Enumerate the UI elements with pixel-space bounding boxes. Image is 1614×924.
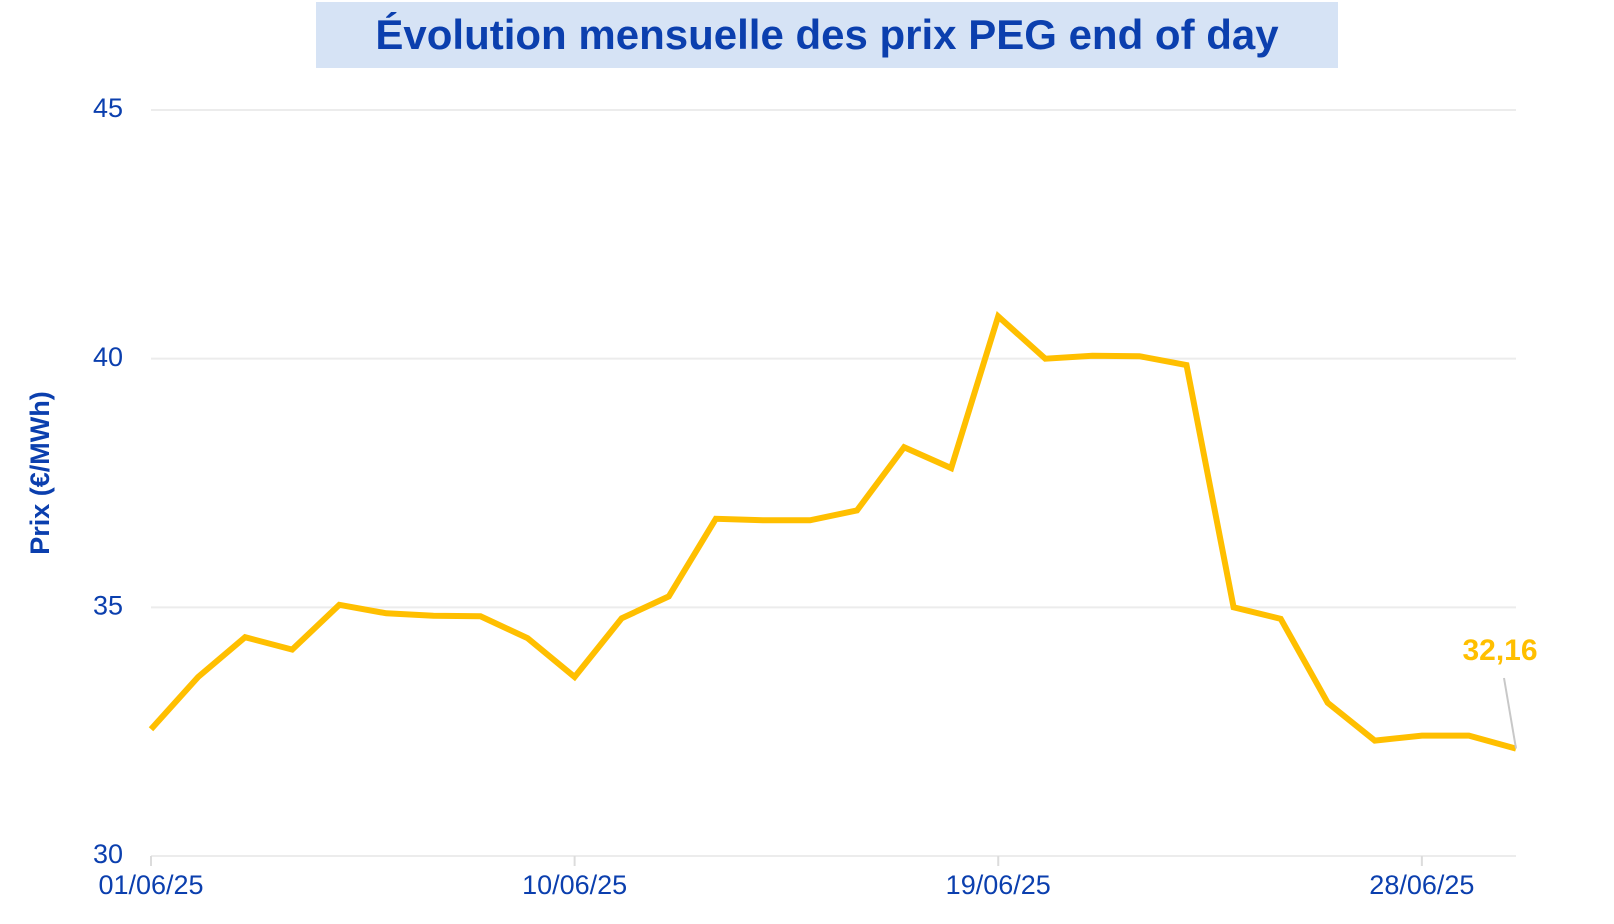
chart-title-box: Évolution mensuelle des prix PEG end of … bbox=[316, 2, 1338, 68]
y-axis-label: Prix (€/MWh) bbox=[25, 391, 55, 555]
last-value-label: 32,16 bbox=[1462, 634, 1537, 667]
last-value-leader bbox=[1503, 677, 1517, 749]
x-tick-label: 10/06/25 bbox=[522, 870, 627, 900]
x-tick-label: 01/06/25 bbox=[98, 870, 203, 900]
x-tick-label: 19/06/25 bbox=[946, 870, 1051, 900]
grid-lines bbox=[151, 109, 1516, 857]
series-group bbox=[148, 311, 1517, 752]
y-tick-label: 35 bbox=[93, 590, 123, 620]
y-axis-ticks: 30 35 40 45 bbox=[93, 93, 123, 869]
y-tick-label: 40 bbox=[93, 342, 123, 372]
chart-title: Évolution mensuelle des prix PEG end of … bbox=[375, 11, 1279, 58]
x-tick-label: 28/06/25 bbox=[1369, 870, 1474, 900]
x-axis: 01/06/25 10/06/25 19/06/25 28/06/25 bbox=[98, 855, 1516, 900]
price-series-line bbox=[148, 311, 1517, 752]
y-tick-label: 30 bbox=[93, 839, 123, 869]
y-tick-label: 45 bbox=[93, 93, 123, 123]
annotations: 32,16 bbox=[1462, 634, 1538, 749]
